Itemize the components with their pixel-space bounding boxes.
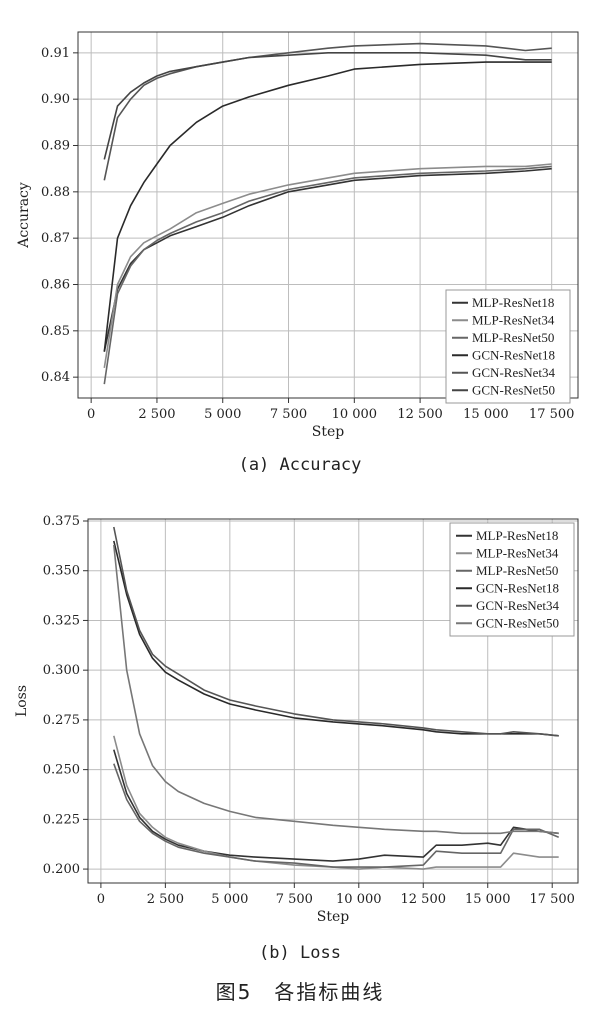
y-tick-label: 0.275 (43, 713, 80, 728)
y-tick-label: 0.91 (41, 46, 70, 61)
legend-label: MLP-ResNet50 (476, 563, 558, 578)
legend-label: GCN-ResNet34 (476, 598, 560, 613)
legend-label: MLP-ResNet34 (476, 545, 559, 560)
legend-label: GCN-ResNet18 (472, 347, 555, 362)
y-tick-label: 0.375 (43, 514, 80, 529)
plot-frame (77, 31, 579, 399)
x-axis-label: Step (312, 424, 345, 440)
series-line (113, 749, 559, 862)
y-axis-label: Loss (14, 685, 30, 717)
legend-label: GCN-ResNet34 (472, 365, 556, 380)
x-tick-label: 12 500 (401, 892, 447, 907)
y-tick-label: 0.84 (41, 370, 70, 385)
x-tick-label: 17 500 (529, 892, 575, 907)
plot-frame (87, 518, 579, 884)
x-tick-label: 10 000 (332, 407, 378, 422)
series-line (103, 51, 552, 160)
y-tick-label: 0.300 (43, 663, 80, 678)
y-tick-label: 0.85 (41, 324, 70, 339)
y-tick-label: 0.325 (43, 613, 80, 628)
x-tick-label: 2 500 (138, 407, 175, 422)
x-tick-label: 17 500 (529, 407, 575, 422)
y-tick-label: 0.350 (43, 564, 80, 579)
series-line (103, 42, 552, 181)
series-line (103, 61, 552, 352)
x-axis-label: Step (317, 909, 350, 925)
caption-accuracy: (a) Accuracy (238, 455, 362, 475)
x-tick-label: 15 000 (465, 892, 511, 907)
y-tick-label: 0.225 (43, 812, 80, 827)
legend-label: GCN-ResNet18 (476, 580, 559, 595)
x-tick-label: 12 500 (397, 407, 443, 422)
series-line (103, 163, 552, 369)
series-line (113, 526, 559, 737)
x-tick-label: 7 500 (276, 892, 313, 907)
series-line (113, 544, 559, 835)
x-tick-label: 5 000 (211, 892, 248, 907)
legend-label: MLP-ResNet50 (472, 330, 554, 345)
loss-chart: 0 2 500 5 000 7 500 10 000 12 500 15 000 17 500… (14, 514, 579, 925)
y-tick-label: 0.87 (41, 231, 70, 246)
legend-label: MLP-ResNet34 (472, 312, 555, 327)
caption-loss: (b) Loss (259, 943, 341, 963)
y-axis-label: Accuracy (16, 182, 32, 249)
y-tick-label: 0.88 (41, 185, 70, 200)
x-tick-label: 2 500 (147, 892, 184, 907)
x-tick-label: 0 (97, 892, 105, 907)
y-tick-label: 0.200 (43, 862, 80, 877)
legend-box (449, 522, 575, 637)
series-line (113, 763, 560, 868)
legend-label: GCN-ResNet50 (472, 382, 555, 397)
x-tick-label: 0 (87, 407, 95, 422)
y-tick-label: 0.90 (41, 92, 70, 107)
series-line (113, 735, 559, 870)
x-tick-label: 5 000 (204, 407, 241, 422)
figure-title: 图5 各指标曲线 (215, 980, 385, 1004)
y-tick-label: 0.86 (41, 277, 70, 292)
legend-label: MLP-ResNet18 (476, 528, 558, 543)
legend-label: GCN-ResNet50 (476, 615, 559, 630)
x-tick-label: 15 000 (463, 407, 509, 422)
y-tick-label: 0.250 (43, 763, 80, 778)
y-tick-label: 0.89 (41, 139, 70, 154)
x-tick-label: 10 000 (336, 892, 382, 907)
legend-label: MLP-ResNet18 (472, 295, 554, 310)
accuracy-chart: 0 2 500 5 000 7 500 10 000 12 500 15 000 17 500… (16, 31, 579, 440)
x-tick-label: 7 500 (270, 407, 307, 422)
series-line (103, 165, 552, 385)
legend-box (445, 289, 571, 404)
